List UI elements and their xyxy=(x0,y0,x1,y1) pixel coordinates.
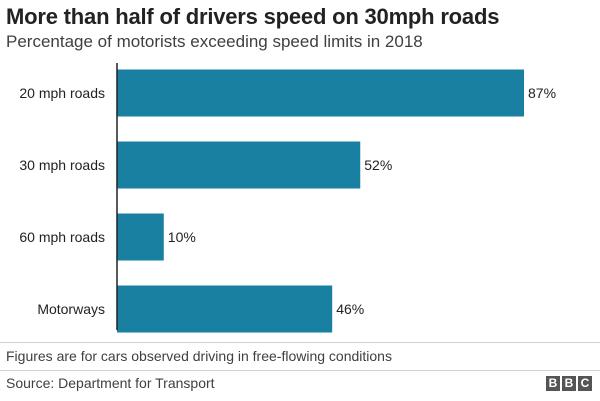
data-label: 87% xyxy=(528,85,556,101)
logo-letter: C xyxy=(578,376,592,391)
bar xyxy=(117,285,333,333)
bar xyxy=(117,213,164,261)
bbc-logo: B B C xyxy=(546,376,592,391)
bar xyxy=(117,141,361,189)
data-label: 52% xyxy=(364,157,392,173)
data-label: 46% xyxy=(336,301,364,317)
category-label: Motorways xyxy=(37,301,105,317)
category-label: 60 mph roads xyxy=(19,229,105,245)
source-divider xyxy=(0,370,600,371)
logo-letter: B xyxy=(546,376,560,391)
bar-chart: 20 mph roads 87% 30 mph roads 52% 60 mph roa… xyxy=(19,63,556,333)
category-label: 30 mph roads xyxy=(19,157,105,173)
footnote: Figures are for cars observed driving in… xyxy=(6,348,392,364)
chart-subtitle: Percentage of motorists exceeding speed … xyxy=(6,32,423,51)
footer-divider xyxy=(0,342,600,343)
source-note: Source: Department for Transport xyxy=(6,375,215,391)
bar xyxy=(117,69,524,117)
category-label: 20 mph roads xyxy=(19,85,105,101)
logo-letter: B xyxy=(562,376,576,391)
chart-title: More than half of drivers speed on 30mph… xyxy=(6,4,500,29)
data-label: 10% xyxy=(168,229,196,245)
